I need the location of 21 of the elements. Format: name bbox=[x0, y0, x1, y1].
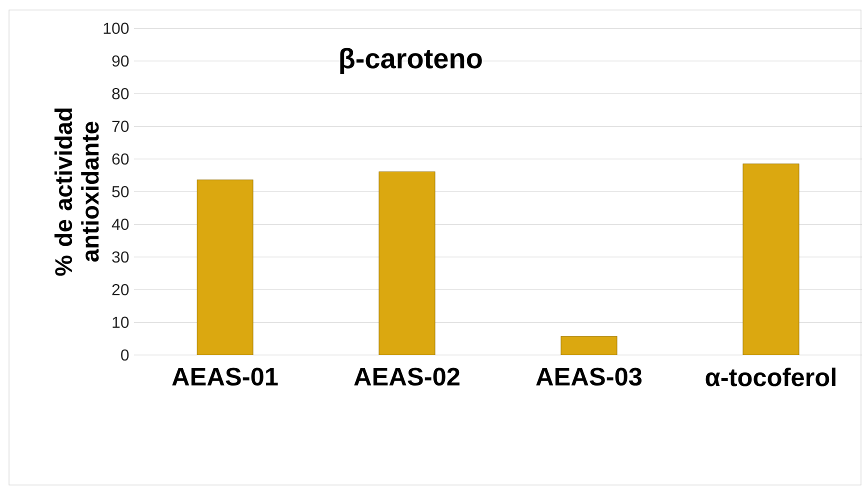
y-tick-label: 20 bbox=[112, 284, 129, 296]
y-tick-label: 30 bbox=[112, 251, 129, 263]
y-tick-label: 40 bbox=[112, 218, 129, 230]
y-tick-label: 50 bbox=[112, 186, 129, 198]
y-tick-label: 90 bbox=[112, 55, 129, 67]
bar bbox=[560, 336, 618, 355]
bar bbox=[742, 164, 800, 355]
y-tick-label: 80 bbox=[112, 88, 129, 100]
text: β-caroteno bbox=[340, 48, 482, 74]
x-tick-label: AEAS-01 bbox=[172, 368, 278, 386]
y-tick-label: 0 bbox=[121, 349, 129, 361]
y-tick-label: 100 bbox=[104, 22, 129, 34]
y-tick-label: 10 bbox=[112, 316, 129, 328]
y-axis-title: % de actividad antioxidante bbox=[54, 108, 99, 276]
bar bbox=[378, 171, 436, 355]
x-tick-label: AEAS-03 bbox=[536, 368, 642, 386]
x-tick-label: α-tocoferol bbox=[706, 368, 836, 386]
y-tick-label: 60 bbox=[112, 153, 129, 165]
y-tick-label: 70 bbox=[112, 120, 129, 132]
bar bbox=[196, 180, 254, 355]
x-tick-label: AEAS-02 bbox=[354, 368, 460, 386]
